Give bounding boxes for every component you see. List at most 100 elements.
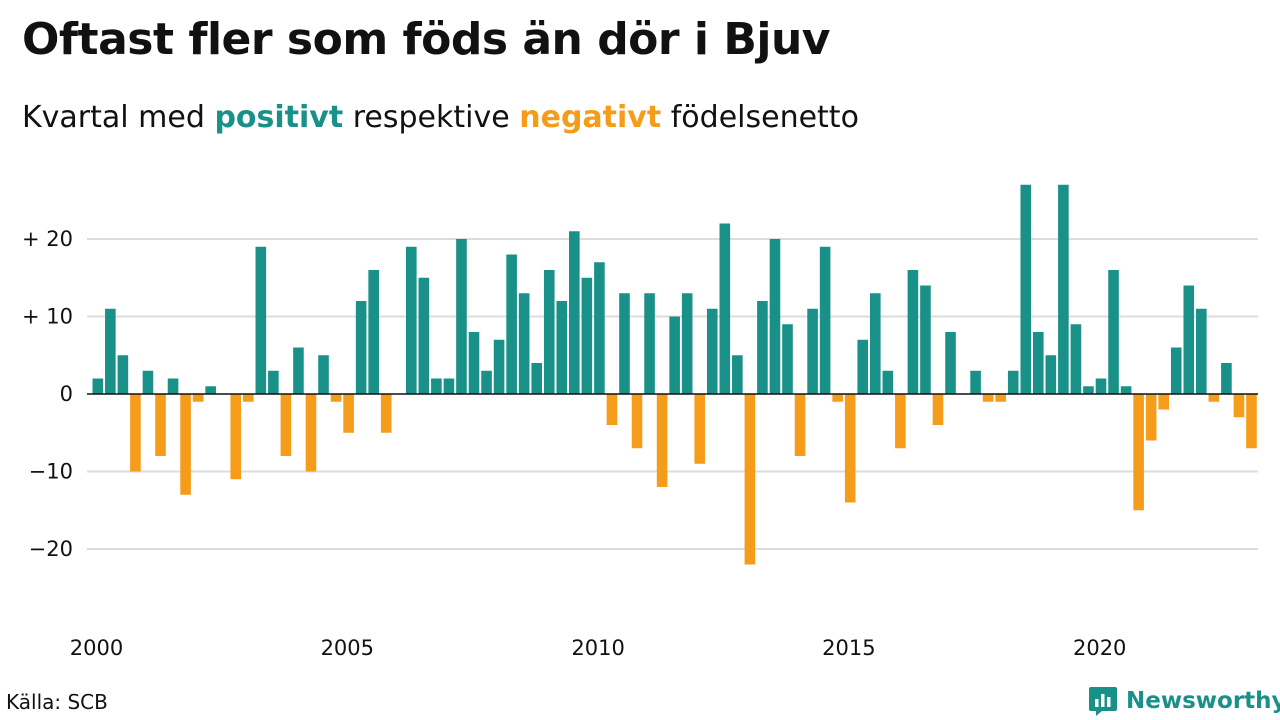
bar-positive xyxy=(1007,370,1019,394)
bar-negative xyxy=(380,394,392,433)
bar-positive xyxy=(268,370,279,394)
bar-negative xyxy=(844,394,856,503)
brand-logo: Newsworthy xyxy=(1088,685,1280,717)
bar-positive xyxy=(807,308,818,394)
bar-positive xyxy=(945,332,956,394)
x-tick-label: 2000 xyxy=(70,636,123,660)
bar-positive xyxy=(1170,347,1182,394)
bar-positive xyxy=(581,277,593,394)
bar-positive xyxy=(970,370,981,394)
bar-positive xyxy=(732,355,743,394)
bar-positive xyxy=(556,301,568,394)
bar-negative xyxy=(180,394,191,495)
bar-negative xyxy=(305,394,317,472)
bar-positive xyxy=(506,254,517,394)
bar-negative xyxy=(1208,394,1220,402)
bar-negative xyxy=(982,394,994,402)
bar-positive xyxy=(493,339,505,394)
bar-positive xyxy=(105,308,116,394)
bar-positive xyxy=(1095,378,1107,394)
bar-positive xyxy=(117,355,129,394)
bar-positive xyxy=(456,239,467,394)
bar-positive xyxy=(782,324,793,394)
subtitle-positive-word: positivt xyxy=(214,100,344,135)
bar-positive xyxy=(669,316,680,394)
subtitle-suffix: födelsenetto xyxy=(670,100,859,135)
bar-positive xyxy=(644,293,655,394)
bar-positive xyxy=(443,378,455,394)
bar-positive xyxy=(531,363,542,394)
bar-negative xyxy=(330,394,342,402)
newsworthy-logo-icon xyxy=(1089,687,1117,716)
bar-negative xyxy=(1133,394,1144,511)
x-tick-label: 2005 xyxy=(321,636,374,660)
bar-positive xyxy=(1083,386,1094,394)
bar-positive xyxy=(907,270,919,394)
bar-positive xyxy=(293,347,304,394)
bar-positive xyxy=(769,239,781,394)
bar-negative xyxy=(130,394,141,472)
bar-positive xyxy=(406,246,417,394)
chart-title: Oftast fler som föds än dör i Bjuv xyxy=(22,14,830,65)
bar-negative xyxy=(155,394,166,456)
bar-positive xyxy=(819,246,831,394)
y-tick-label: + 20 xyxy=(22,227,73,251)
bar-chart: + 20 + 10 0 −10 −20 2000 2005 2010 2015 2020 xyxy=(22,184,1258,660)
bar-positive xyxy=(368,270,379,394)
bar-negative xyxy=(280,394,292,456)
y-tick-label: −10 xyxy=(29,460,73,484)
bar-positive xyxy=(1183,285,1195,394)
bar-positive xyxy=(1221,363,1232,394)
bar-negative xyxy=(192,394,204,402)
bar-positive xyxy=(1196,308,1207,394)
bar-negative xyxy=(932,394,944,425)
bar-positive xyxy=(1108,270,1119,394)
subtitle-prefix: Kvartal med xyxy=(22,100,205,135)
bar-positive xyxy=(869,293,881,394)
bar-negative xyxy=(631,394,643,449)
bars xyxy=(92,184,1257,565)
bar-positive xyxy=(681,293,693,394)
bar-positive xyxy=(318,355,329,394)
bar-negative xyxy=(656,394,668,487)
bar-positive xyxy=(1070,324,1082,394)
bar-negative xyxy=(744,394,756,565)
bar-positive xyxy=(857,339,869,394)
bar-negative xyxy=(995,394,1006,402)
x-tick-label: 2020 xyxy=(1073,636,1126,660)
bar-negative xyxy=(1246,394,1257,449)
bar-positive xyxy=(92,378,104,394)
bar-positive xyxy=(882,370,894,394)
bar-positive xyxy=(543,270,555,394)
source-note: Källa: SCB xyxy=(6,690,108,714)
bar-negative xyxy=(1158,394,1169,410)
bar-negative xyxy=(832,394,843,402)
bar-positive xyxy=(142,370,154,394)
bar-positive xyxy=(1120,386,1132,394)
bar-positive xyxy=(1033,332,1044,394)
bar-negative xyxy=(343,394,354,433)
bar-positive xyxy=(1058,184,1069,394)
bar-positive xyxy=(619,293,630,394)
bar-positive xyxy=(355,301,367,394)
bar-positive xyxy=(431,378,442,394)
subtitle-negative-word: negativt xyxy=(519,100,662,135)
bar-positive xyxy=(418,277,430,394)
bar-positive xyxy=(757,301,768,394)
y-tick-label: + 10 xyxy=(22,305,73,329)
bar-negative xyxy=(694,394,706,464)
bar-negative xyxy=(895,394,906,449)
bar-positive xyxy=(481,370,492,394)
bar-positive xyxy=(1020,184,1032,394)
y-tick-label: 0 xyxy=(60,382,73,406)
x-axis-labels: 2000 2005 2010 2015 2020 xyxy=(70,636,1127,660)
brand-name: Newsworthy xyxy=(1126,688,1280,714)
bar-negative xyxy=(606,394,618,425)
bar-positive xyxy=(468,332,480,394)
bar-positive xyxy=(719,223,731,394)
subtitle-middle: respektive xyxy=(352,100,510,135)
bar-positive xyxy=(518,293,530,394)
y-tick-label: −20 xyxy=(29,537,73,561)
bar-positive xyxy=(167,378,179,394)
bar-negative xyxy=(794,394,806,456)
